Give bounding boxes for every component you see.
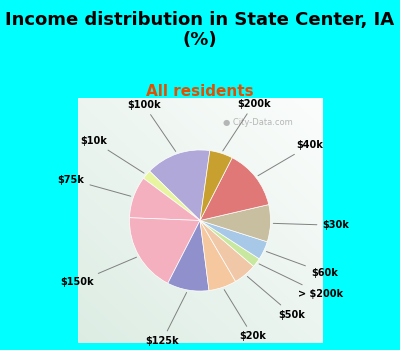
Wedge shape bbox=[200, 158, 269, 220]
Wedge shape bbox=[200, 220, 254, 281]
Wedge shape bbox=[130, 218, 200, 283]
Text: $125k: $125k bbox=[145, 293, 187, 346]
Wedge shape bbox=[200, 150, 232, 220]
Wedge shape bbox=[130, 178, 200, 220]
Text: $20k: $20k bbox=[224, 290, 266, 342]
Wedge shape bbox=[200, 220, 236, 290]
Text: $30k: $30k bbox=[273, 220, 349, 230]
Text: $40k: $40k bbox=[258, 140, 324, 176]
Text: $75k: $75k bbox=[58, 175, 131, 196]
Text: $10k: $10k bbox=[80, 136, 144, 173]
Wedge shape bbox=[200, 220, 267, 259]
Wedge shape bbox=[150, 150, 210, 220]
Wedge shape bbox=[144, 171, 200, 220]
Text: ● City-Data.com: ● City-Data.com bbox=[223, 118, 293, 127]
Text: $100k: $100k bbox=[127, 99, 176, 152]
Wedge shape bbox=[168, 220, 209, 291]
Text: $60k: $60k bbox=[266, 252, 338, 278]
Text: Income distribution in State Center, IA
(%): Income distribution in State Center, IA … bbox=[6, 10, 394, 49]
Text: $200k: $200k bbox=[223, 99, 271, 151]
Text: $50k: $50k bbox=[247, 276, 306, 320]
Text: > $200k: > $200k bbox=[259, 264, 343, 299]
Text: All residents: All residents bbox=[146, 84, 254, 99]
Text: $150k: $150k bbox=[61, 257, 136, 287]
Wedge shape bbox=[200, 220, 259, 266]
Wedge shape bbox=[200, 204, 270, 242]
